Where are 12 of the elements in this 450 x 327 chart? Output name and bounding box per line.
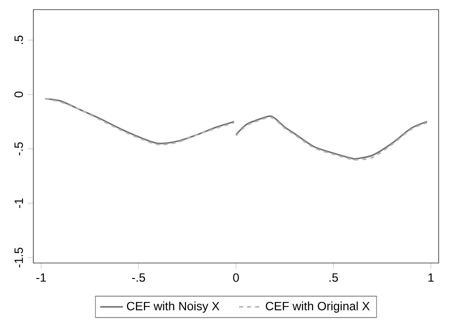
legend-label: CEF with Original X bbox=[266, 302, 370, 313]
y-tick-label: -.5 bbox=[14, 142, 23, 156]
x-tick-label: -1 bbox=[36, 273, 46, 282]
x-tick-label: 0 bbox=[233, 273, 239, 282]
y-tick-label: .5 bbox=[14, 36, 23, 44]
y-tick-label: -1 bbox=[14, 198, 23, 208]
x-tick-label: .5 bbox=[330, 273, 338, 282]
legend-label: CEF with Noisy X bbox=[126, 302, 220, 313]
x-tick-label: -.5 bbox=[132, 273, 146, 282]
y-tick-label: -1.5 bbox=[14, 248, 23, 268]
x-tick-label: 1 bbox=[428, 273, 434, 282]
y-tick-label: 0 bbox=[14, 92, 23, 98]
